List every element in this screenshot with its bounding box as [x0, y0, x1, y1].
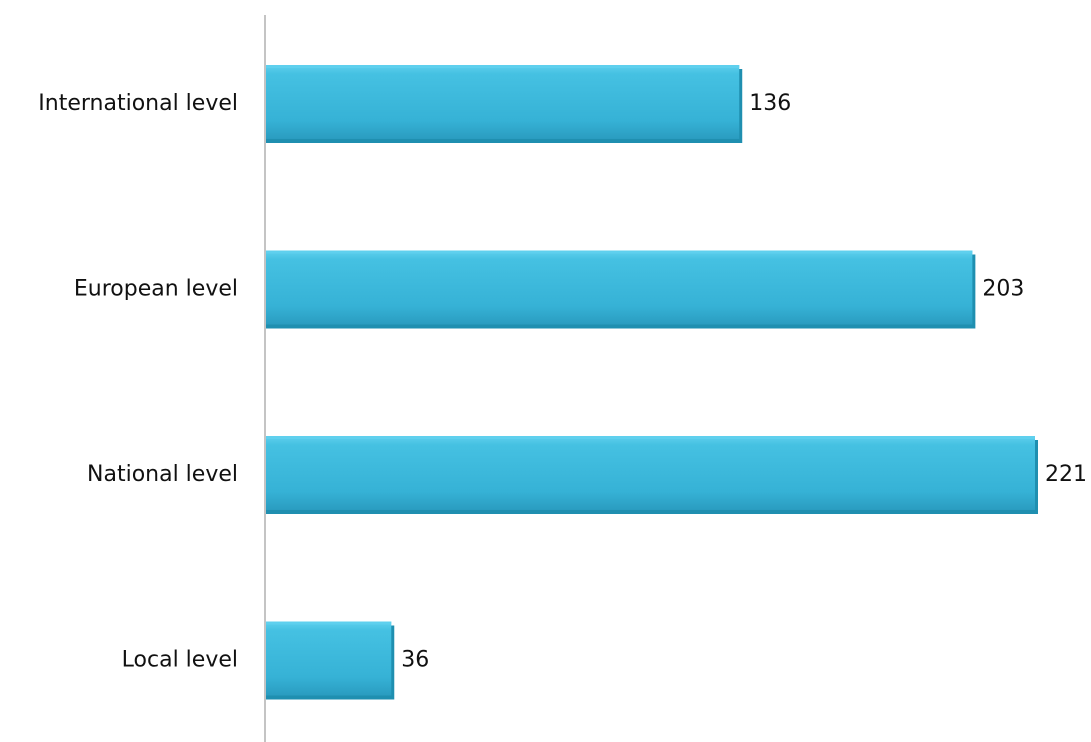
bar	[266, 250, 973, 325]
data-label: 36	[401, 648, 429, 673]
category-label: International level	[38, 91, 238, 116]
category-label: Local level	[122, 648, 238, 673]
category-label: National level	[87, 462, 238, 487]
bar-highlight	[266, 621, 392, 625]
data-label: 136	[749, 91, 791, 116]
bar-highlight	[266, 65, 740, 68]
bar	[266, 621, 392, 696]
data-label: 203	[982, 277, 1024, 302]
bars-layer	[266, 65, 1038, 700]
bar-highlight	[266, 250, 973, 254]
data-label: 221	[1045, 462, 1087, 487]
labels-layer: International level 136 European level 203 N…	[38, 91, 1087, 673]
bar	[266, 436, 1035, 510]
bar	[266, 65, 740, 139]
category-label: European level	[74, 277, 238, 302]
bar-highlight	[266, 436, 1035, 439]
